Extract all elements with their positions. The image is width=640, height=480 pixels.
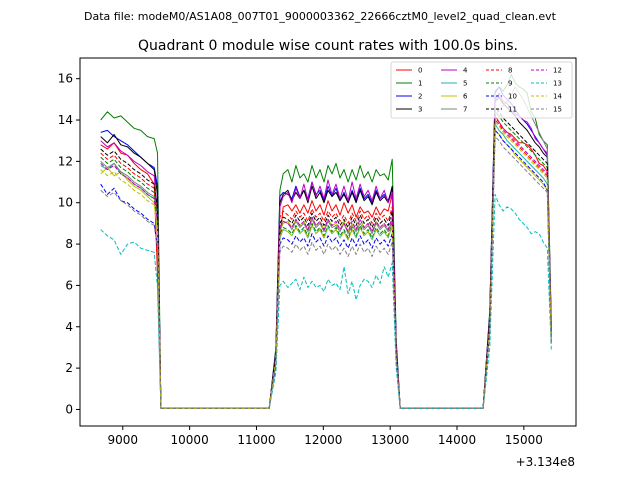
legend-label: 5 (463, 80, 467, 88)
y-tick-label: 8 (65, 237, 73, 251)
legend-entry-1: 1 (396, 80, 422, 88)
legend-label: 6 (463, 93, 468, 101)
legend-entry-4: 4 (441, 67, 468, 75)
axes: 9000 10000 11000 12000 13000 14000 15000 0 2 4 6 8 1… (58, 57, 577, 447)
legend-entry-14: 14 (531, 93, 562, 101)
x-offset-label: +3.134e8 (516, 455, 575, 469)
y-tick-label: 10 (58, 196, 73, 210)
y-tick-label: 2 (65, 361, 73, 375)
legend-entry-8: 8 (486, 67, 512, 75)
legend-label: 2 (418, 93, 422, 101)
legend-label: 4 (463, 67, 468, 75)
x-tick-label: 13000 (371, 433, 409, 447)
x-tick-label: 9000 (108, 433, 139, 447)
series-line-15 (100, 136, 552, 409)
x-tick-label: 11000 (237, 433, 275, 447)
legend-entry-12: 12 (531, 67, 562, 75)
legend-entry-15: 15 (531, 106, 562, 114)
legend-label: 0 (418, 67, 422, 75)
legend-label: 12 (553, 67, 562, 75)
x-tick-label: 12000 (304, 433, 342, 447)
legend-entry-10: 10 (486, 93, 517, 101)
legend-label: 10 (508, 93, 517, 101)
y-tick-label: 14 (58, 113, 73, 127)
legend-label: 13 (553, 80, 562, 88)
x-tick-label: 10000 (171, 433, 209, 447)
y-tick-label: 4 (65, 320, 73, 334)
plot-area (100, 74, 552, 409)
series-line-11 (100, 107, 552, 409)
legend-box (390, 61, 573, 119)
axes-frame (79, 57, 577, 427)
legend-label: 14 (553, 93, 562, 101)
figure-suptitle: Data file: modeM0/AS1A08_007T01_90000033… (84, 10, 557, 23)
y-tick-label: 6 (65, 278, 73, 292)
legend-entry-13: 13 (531, 80, 562, 88)
legend-entry-9: 9 (486, 80, 512, 88)
legend-label: 15 (553, 106, 562, 114)
y-tick-label: 12 (58, 154, 73, 168)
legend-entry-7: 7 (441, 106, 467, 114)
legend-label: 1 (418, 80, 422, 88)
y-tick-label: 16 (58, 72, 73, 86)
legend-label: 3 (418, 106, 422, 114)
series-lines (100, 74, 552, 409)
legend-label: 9 (508, 80, 512, 88)
legend-label: 11 (508, 106, 517, 114)
legend-entry-11: 11 (486, 106, 517, 114)
legend-entry-2: 2 (396, 93, 422, 101)
y-tick-label: 0 (65, 402, 73, 416)
legend-label: 7 (463, 106, 467, 114)
legend-entry-0: 0 (396, 67, 422, 75)
chart-title: Quadrant 0 module wise count rates with … (138, 38, 518, 54)
x-tick-label: 14000 (438, 433, 476, 447)
legend-entry-5: 5 (441, 80, 467, 88)
x-tick-label: 15000 (505, 433, 543, 447)
legend-label: 8 (508, 67, 512, 75)
legend-entry-3: 3 (396, 106, 422, 114)
legend-entry-6: 6 (441, 93, 468, 101)
